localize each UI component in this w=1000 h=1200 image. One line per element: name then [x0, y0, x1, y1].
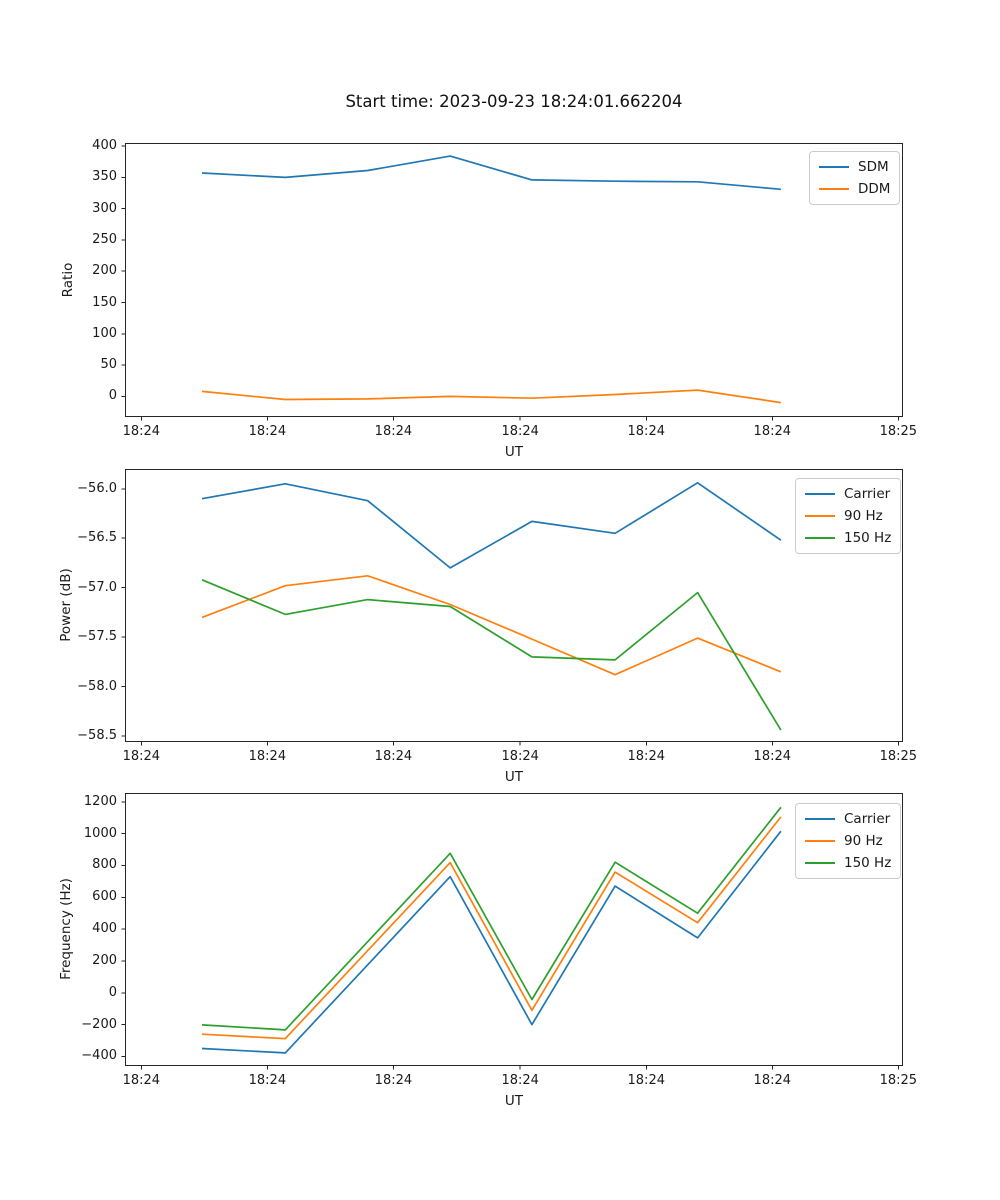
series-line-carrier [201, 481, 782, 569]
x-tick-label: 18:24 [374, 424, 413, 439]
x-tick-label: 18:24 [374, 749, 413, 764]
legend-item-90hz: 90 Hz [805, 833, 891, 849]
series-line-carrier [201, 830, 782, 1054]
x-tick-label: 18:24 [753, 424, 792, 439]
y-tick-label: −58.5 [77, 728, 117, 744]
y-tick-label: 150 [92, 294, 117, 310]
y-tick-label: −58.0 [77, 678, 117, 694]
x-tick-label: 18:24 [501, 749, 539, 764]
legend-label-90hz: 90 Hz [844, 508, 883, 524]
x-tick-label: 18:24 [501, 1073, 539, 1088]
y-tick-label: −56.5 [77, 530, 117, 546]
carrier-line-swatch [805, 493, 835, 495]
series-line-90-hz [201, 574, 782, 676]
y-tick-label: 250 [92, 231, 117, 247]
axes-spines [125, 469, 903, 742]
x-tick-label: 18:24 [753, 1073, 792, 1088]
legend-item-ddm: DDM [819, 181, 890, 197]
y-tick-label: 400 [92, 138, 117, 154]
series-line-ddm [201, 389, 782, 404]
y-tick-label: −200 [81, 1016, 117, 1032]
series-line-150-hz [201, 806, 782, 1031]
legend-power: Carrier 90 Hz 150 Hz [795, 478, 902, 554]
figure-title: Start time: 2023-09-23 18:24:01.662204 [345, 92, 683, 111]
y-tick-label: 800 [92, 857, 117, 873]
x-tick-label: 18:24 [753, 749, 792, 764]
legend-label-carrier: Carrier [844, 486, 891, 502]
y-tick-label: −56.0 [77, 480, 117, 496]
y-tick-label: 100 [92, 325, 117, 341]
axes-spines [125, 143, 903, 417]
legend-label-90hz: 90 Hz [844, 833, 883, 849]
x-tick-label: 18:24 [248, 749, 287, 764]
x-tick-label: 18:25 [879, 749, 918, 764]
x-tick-label: 18:24 [627, 749, 665, 764]
y-tick-label: 400 [92, 921, 117, 937]
x-axis-label-ut-middle: UT [504, 769, 524, 785]
y-tick-label: 1000 [83, 825, 117, 841]
y-tick-label: −57.0 [77, 579, 117, 595]
y-tick-label: 300 [92, 200, 117, 216]
legend-item-carrier: Carrier [805, 811, 891, 827]
x-tick-label: 18:24 [248, 1073, 287, 1088]
x-tick-label: 18:24 [627, 1073, 665, 1088]
legend-item-carrier: Carrier [805, 486, 891, 502]
ddm-line-swatch [819, 188, 849, 190]
sdm-line-swatch [819, 166, 849, 168]
legend-ratio: SDM DDM [809, 151, 901, 205]
series-line-150-hz [201, 579, 782, 731]
x-tick-label: 18:24 [122, 1073, 161, 1088]
legend-label-ddm: DDM [858, 181, 891, 197]
y-tick-label: 1200 [83, 793, 117, 809]
x-tick-label: 18:24 [501, 424, 539, 439]
legend-item-150hz: 150 Hz [805, 530, 891, 546]
y-tick-label: −400 [81, 1048, 117, 1064]
legend-frequency: Carrier 90 Hz 150 Hz [795, 803, 902, 879]
legend-item-90hz: 90 Hz [805, 508, 891, 524]
90hz-line-swatch [805, 840, 835, 842]
legend-label-carrier: Carrier [844, 811, 891, 827]
150hz-line-swatch [805, 862, 835, 864]
150hz-line-swatch [805, 537, 835, 539]
axes-spines [125, 793, 903, 1066]
y-tick-label: 600 [92, 889, 117, 905]
x-tick-label: 18:24 [374, 1073, 413, 1088]
y-tick-label: 0 [108, 388, 117, 404]
y-tick-label: 50 [100, 357, 117, 373]
x-tick-label: 18:24 [122, 424, 161, 439]
legend-item-150hz: 150 Hz [805, 855, 891, 871]
y-tick-label: 200 [92, 952, 117, 968]
x-tick-label: 18:24 [248, 424, 287, 439]
90hz-line-swatch [805, 515, 835, 517]
legend-label-150hz: 150 Hz [844, 855, 892, 871]
y-tick-label: −57.5 [77, 629, 117, 645]
x-tick-label: 18:24 [627, 424, 665, 439]
y-tick-label: 350 [92, 169, 117, 185]
x-tick-label: 18:25 [879, 424, 918, 439]
x-axis-label-ut-top: UT [504, 444, 524, 460]
x-tick-label: 18:24 [122, 749, 161, 764]
series-line-sdm [201, 155, 781, 191]
legend-label-150hz: 150 Hz [844, 530, 892, 546]
carrier-line-swatch [805, 818, 835, 820]
y-tick-label: 0 [108, 984, 117, 1000]
x-tick-label: 18:25 [879, 1073, 918, 1088]
y-tick-label: 200 [92, 263, 117, 279]
series-line-90-hz [201, 816, 782, 1040]
legend-label-sdm: SDM [858, 159, 889, 175]
x-axis-label-ut-bottom: UT [504, 1093, 524, 1109]
legend-item-sdm: SDM [819, 159, 890, 175]
